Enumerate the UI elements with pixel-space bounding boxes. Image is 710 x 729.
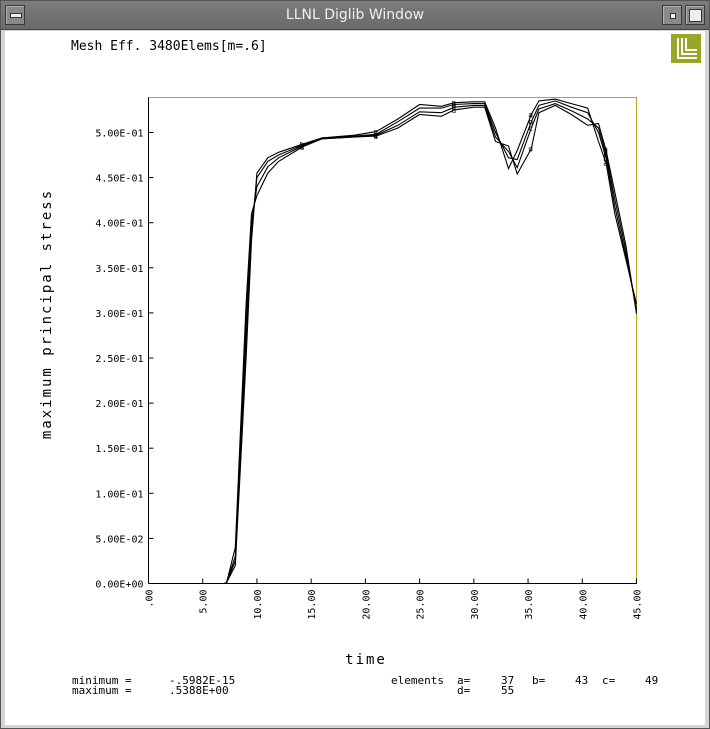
series-line-b	[148, 100, 638, 585]
series-marker-b: b	[373, 130, 378, 139]
series-marker-d: d	[528, 145, 533, 154]
series-line-d	[148, 104, 638, 585]
element-c-label: c=	[602, 674, 616, 687]
y-tick-label: 3.50E-01	[95, 264, 143, 275]
element-c-value: 49	[645, 674, 658, 687]
series-line-c	[148, 103, 638, 585]
footer-stats: minimum = -.5982E-15 maximum = .5388E+00…	[72, 674, 658, 697]
y-tick-label: 2.00E-01	[95, 399, 143, 410]
series-marker-a: a	[299, 140, 304, 149]
series-line-a	[148, 98, 638, 585]
minimum-label: minimum =	[72, 674, 132, 687]
series-marker-c: c	[373, 131, 378, 140]
y-tick-label: 1.50E-01	[95, 444, 143, 455]
element-a-value: 37	[501, 674, 514, 687]
y-tick-label: 4.00E-01	[95, 219, 143, 230]
x-tick-label: 15.00	[307, 590, 318, 620]
series-marker-c: c	[451, 103, 456, 112]
series-marker-b: b	[603, 154, 608, 163]
y-tick-label: 3.00E-01	[95, 309, 143, 320]
series-marker-b: b	[299, 141, 304, 150]
x-tick-label: .00	[145, 590, 156, 608]
series-marker-a: a	[451, 99, 456, 108]
series-marker-b: b	[528, 118, 533, 127]
x-tick-label: 40.00	[578, 590, 589, 620]
element-b-value: 43	[575, 674, 588, 687]
y-tick-label: 1.00E-01	[95, 489, 143, 500]
minimize-button[interactable]	[662, 5, 682, 25]
x-tick-label: 35.00	[524, 590, 535, 620]
y-tick-label: 0.00E+00	[95, 580, 143, 591]
window-title: LLNL Diglib Window	[285, 7, 425, 23]
x-tick-group: .00 5.00 10.00 15.00 20.00 25.00 30.00 35.00 40.…	[145, 578, 644, 620]
element-a-label: a=	[457, 674, 471, 687]
window-menu-button[interactable]	[5, 5, 25, 25]
llnl-logo	[671, 34, 701, 63]
series-marker-b: b	[451, 101, 456, 110]
elements-label: elements	[391, 674, 444, 687]
y-tick-label: 5.00E-01	[95, 128, 143, 139]
element-d-label: d=	[457, 684, 471, 697]
plot-canvas: Mesh Eff. 3480Elems[m=.6] 0.00E+00 5.00E-…	[5, 31, 705, 725]
series-marker-d: d	[451, 106, 456, 115]
x-tick-label: 30.00	[470, 590, 481, 620]
series-marker-a: a	[373, 128, 378, 137]
x-tick-label: 10.00	[253, 590, 264, 620]
title-bar[interactable]: LLNL Diglib Window	[1, 1, 709, 30]
series-marker-c: c	[528, 124, 533, 133]
series-marker-c: c	[603, 150, 608, 159]
x-tick-label: 5.00	[199, 590, 210, 614]
y-axis-label: maximum principal stress	[39, 189, 55, 439]
y-tick-label: 4.50E-01	[95, 174, 143, 185]
series-marker-c: c	[299, 142, 304, 151]
stress-plot: Mesh Eff. 3480Elems[m=.6] 0.00E+00 5.00E-…	[39, 34, 701, 697]
y-tick-group: 0.00E+00 5.00E-02 1.00E-01 1.50E-01 2.00E-01…	[95, 128, 154, 591]
chart-title: Mesh Eff. 3480Elems[m=.6]	[71, 39, 267, 54]
y-tick-label: 5.00E-02	[95, 534, 143, 545]
series-marker-d: d	[299, 143, 304, 152]
series-marker-d: d	[373, 132, 378, 141]
series-marker-a: a	[603, 159, 608, 168]
x-tick-label: 45.00	[633, 590, 644, 620]
x-axis-label: time	[345, 652, 387, 668]
y-tick-label: 2.50E-01	[95, 354, 143, 365]
x-tick-label: 25.00	[416, 590, 427, 620]
maximum-label: maximum =	[72, 684, 132, 697]
element-b-label: b=	[532, 674, 546, 687]
series-marker-d: d	[603, 147, 608, 156]
minimum-value: -.5982E-15	[169, 674, 235, 687]
x-tick-label: 20.00	[361, 590, 372, 620]
element-d-value: 55	[501, 684, 514, 697]
maximum-value: .5388E+00	[169, 684, 229, 697]
plot-frame	[148, 97, 637, 584]
series-marker-a: a	[528, 110, 533, 119]
maximize-button[interactable]	[685, 5, 705, 25]
